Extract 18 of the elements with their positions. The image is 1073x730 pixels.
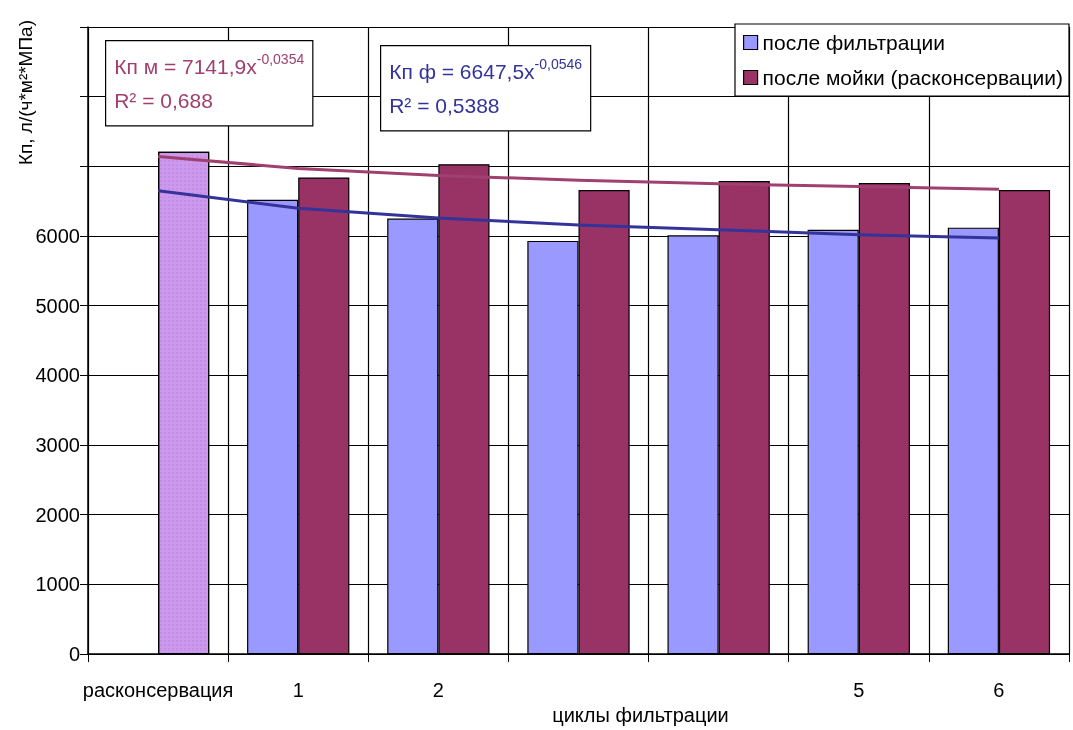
- y-tick-label: 4000: [35, 364, 80, 387]
- x-tick-label: расконсервация: [82, 679, 234, 702]
- x-axis-title: циклы фильтрации: [552, 704, 729, 726]
- x-tick-label: 1: [292, 679, 304, 702]
- y-tick-label: 3000: [35, 434, 80, 457]
- y-tick-label: 2000: [35, 503, 80, 526]
- x-tick-label: 6: [993, 679, 1005, 702]
- x-tick-label: 2: [432, 679, 444, 702]
- y-tick-label: 0: [68, 643, 80, 666]
- legend-label: после мойки (расконсервации): [762, 66, 1064, 89]
- y-tick-label: 6000: [35, 225, 80, 248]
- x-tick-label: 5: [853, 679, 865, 702]
- line-series: [156, 189, 1001, 240]
- line-series: [156, 155, 1001, 191]
- y-tick-label: 5000: [35, 294, 80, 317]
- y-axis-title: Кп, л/(ч*м²*МПа): [15, 20, 36, 166]
- y-tick-label: 1000: [35, 573, 80, 596]
- legend-label: после фильтрации: [762, 31, 945, 54]
